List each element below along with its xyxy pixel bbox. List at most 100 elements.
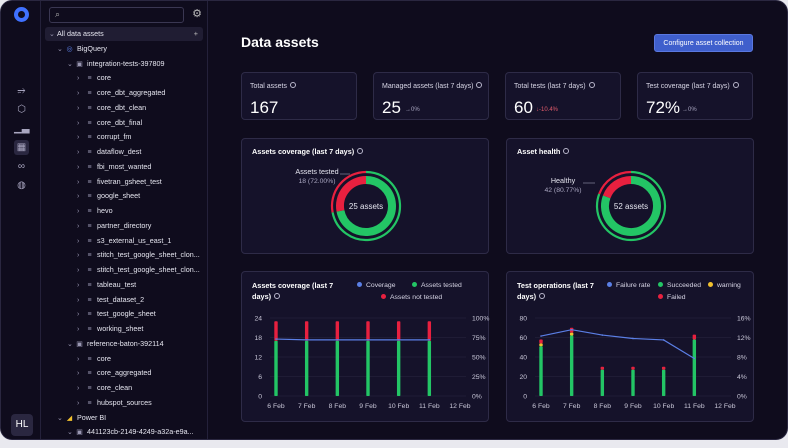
chevron-right-icon[interactable]: › xyxy=(77,90,80,97)
bar-segment[interactable] xyxy=(366,321,370,341)
tree-dataset[interactable]: › ≡ stitch_test_google_sheet_clon... xyxy=(41,248,200,262)
chevron-right-icon[interactable]: › xyxy=(77,75,80,83)
tree-dataset[interactable]: › ≡ core_dbt_aggregated xyxy=(41,86,165,100)
tree-dataset[interactable]: › ≡ test_dataset_2 xyxy=(41,293,144,307)
link-icon[interactable]: ∞ xyxy=(17,161,26,172)
bar-segment[interactable] xyxy=(274,321,278,341)
bar-segment[interactable] xyxy=(692,339,697,396)
chevron-down-icon[interactable]: ⌄ xyxy=(57,414,63,422)
tree-dataset[interactable]: › ≡ fivetran_gsheet_test xyxy=(41,175,162,189)
bar-segment[interactable] xyxy=(600,369,605,396)
donut-segment-bad[interactable] xyxy=(602,176,632,199)
chevron-right-icon[interactable]: › xyxy=(77,370,80,378)
chevron-right-icon[interactable]: › xyxy=(77,281,80,289)
info-icon[interactable] xyxy=(588,82,595,88)
info-icon[interactable] xyxy=(732,82,739,88)
tree-dataset[interactable]: › ≡ core xyxy=(41,352,111,366)
tree-dataset[interactable]: › ≡ stitch_test_google_sheet_clon... xyxy=(41,263,200,277)
line-point[interactable] xyxy=(632,337,634,340)
bar-segment[interactable] xyxy=(569,335,574,396)
chevron-right-icon[interactable]: › xyxy=(77,208,80,215)
line-series[interactable] xyxy=(540,329,695,359)
tree-dataset[interactable]: › ≡ working_sheet xyxy=(41,322,143,336)
chevron-right-icon[interactable]: › xyxy=(77,296,80,304)
bar-segment[interactable] xyxy=(539,339,543,344)
line-point[interactable] xyxy=(428,339,431,341)
line-point[interactable] xyxy=(540,335,542,337)
chevron-down-icon[interactable]: ⌄ xyxy=(67,340,73,348)
donut-outer-ring-bad[interactable] xyxy=(598,170,632,195)
line-point[interactable] xyxy=(397,339,400,341)
bar-segment[interactable] xyxy=(335,340,340,396)
tree-dataset[interactable]: › ≡ tableau_test xyxy=(41,278,136,292)
logo-icon[interactable] xyxy=(14,7,29,22)
bar-segment[interactable] xyxy=(304,340,309,396)
tree-source-powerbi[interactable]: ⌄ ◢ Power BI xyxy=(41,411,106,425)
donut-outer-ring-good[interactable] xyxy=(331,170,402,242)
tree-dataset[interactable]: › ≡ core_dbt_clean xyxy=(41,101,146,115)
line-point[interactable] xyxy=(336,339,339,341)
info-icon[interactable] xyxy=(274,293,281,299)
chevron-right-icon[interactable]: › xyxy=(77,134,80,142)
donut-segment-good[interactable] xyxy=(336,176,396,236)
tree-dataset[interactable]: › ≡ corrupt_fm xyxy=(41,130,131,144)
configure-asset-collection-button[interactable]: Configure asset collection xyxy=(654,34,753,52)
chevron-down-icon[interactable]: ⌄ xyxy=(57,45,63,53)
bar-segment[interactable] xyxy=(335,321,340,341)
chevron-right-icon[interactable]: › xyxy=(77,237,80,245)
grid-icon[interactable]: ▦ xyxy=(14,140,29,155)
chevron-right-icon[interactable]: › xyxy=(77,193,80,201)
bar-segment[interactable] xyxy=(539,346,543,396)
chevron-right-icon[interactable]: › xyxy=(77,311,80,319)
chevron-down-icon[interactable]: ⌄ xyxy=(49,31,55,38)
bar-segment[interactable] xyxy=(304,321,309,341)
bar-segment[interactable] xyxy=(366,340,370,396)
tree-project[interactable]: ⌄ ▣ reference-baton-392114 xyxy=(41,337,164,351)
chevron-right-icon[interactable]: › xyxy=(77,267,80,274)
gear-icon[interactable]: ⚙ xyxy=(192,8,202,20)
info-icon[interactable] xyxy=(563,148,570,154)
info-icon[interactable] xyxy=(357,148,364,154)
tree-dataset[interactable]: › ≡ hevo xyxy=(41,204,113,218)
line-point[interactable] xyxy=(275,338,277,340)
tree-dataset[interactable]: › ≡ google_sheet xyxy=(41,189,140,203)
cube-icon[interactable]: ⬡ xyxy=(17,104,26,115)
line-point[interactable] xyxy=(662,339,665,341)
tree-dataset[interactable]: › ≡ s3_external_us_east_1 xyxy=(41,234,171,248)
line-series[interactable] xyxy=(275,338,430,341)
tree-dataset[interactable]: › ≡ core_clean xyxy=(41,381,132,395)
chevron-right-icon[interactable]: › xyxy=(77,326,80,333)
donut-outer-ring-good[interactable] xyxy=(595,170,667,242)
bar-segment[interactable] xyxy=(427,321,432,341)
chevron-right-icon[interactable]: › xyxy=(77,399,80,407)
bar-segment[interactable] xyxy=(396,340,401,396)
tree-dataset[interactable]: › ≡ fbi_most_wanted xyxy=(41,160,151,174)
chevron-right-icon[interactable]: › xyxy=(77,355,80,363)
bar-segment[interactable] xyxy=(427,340,432,396)
line-point[interactable] xyxy=(305,339,308,341)
info-icon[interactable] xyxy=(539,293,546,299)
line-point[interactable] xyxy=(693,357,696,360)
search-input[interactable]: ⌕ xyxy=(49,7,184,23)
tree-dataset[interactable]: › ≡ partner_directory xyxy=(41,219,151,233)
info-icon[interactable] xyxy=(476,82,483,88)
chevron-right-icon[interactable]: › xyxy=(77,149,80,156)
line-point[interactable] xyxy=(367,339,369,341)
bar-segment[interactable] xyxy=(692,334,697,340)
tree-dataset[interactable]: › ≡ test_google_sheet xyxy=(41,307,156,321)
lineage-icon[interactable]: ⭌ xyxy=(17,85,26,96)
chevron-right-icon[interactable]: › xyxy=(77,104,80,112)
info-icon[interactable] xyxy=(289,82,296,88)
tree-dataset[interactable]: › ≡ core xyxy=(41,71,111,85)
tree-source-bigquery[interactable]: ⌄ ◎ BigQuery xyxy=(41,42,107,56)
chevron-right-icon[interactable]: › xyxy=(77,222,80,230)
bar-segment[interactable] xyxy=(600,366,605,370)
bar-segment[interactable] xyxy=(661,366,666,370)
bar-chart-icon[interactable]: ▁▃ xyxy=(14,123,30,134)
chevron-right-icon[interactable]: › xyxy=(77,252,80,260)
donut-segment-good[interactable] xyxy=(601,176,661,236)
bar-segment[interactable] xyxy=(274,340,278,396)
chevron-right-icon[interactable]: › xyxy=(77,163,80,171)
tree-dataset[interactable]: › ≡ dataflow_dest xyxy=(41,145,141,159)
chevron-down-icon[interactable]: ⌄ xyxy=(67,429,73,437)
